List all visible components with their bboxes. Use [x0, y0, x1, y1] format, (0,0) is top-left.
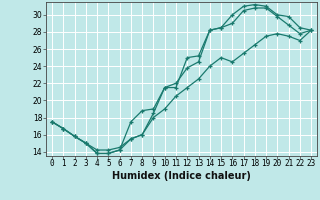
X-axis label: Humidex (Indice chaleur): Humidex (Indice chaleur): [112, 171, 251, 181]
